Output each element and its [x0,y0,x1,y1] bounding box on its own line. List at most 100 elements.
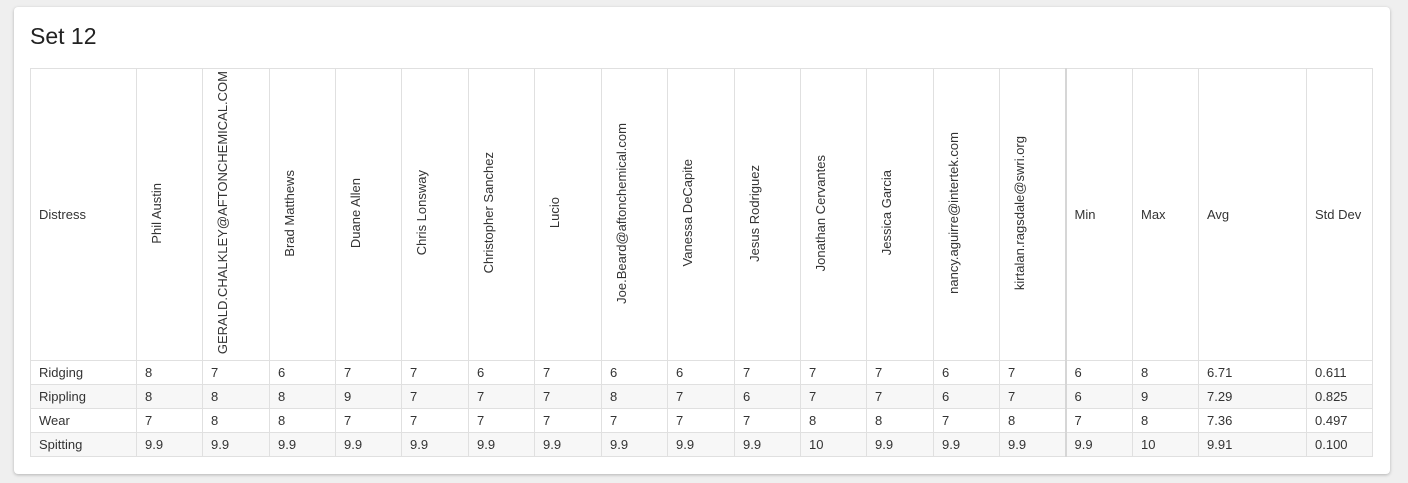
column-header: Christopher Sanchez [468,68,535,361]
cell: 7 [999,384,1066,409]
header-text: Vanessa DeCapite [680,159,695,267]
cell: 7 [136,408,203,433]
cell: 9.9 [1064,432,1133,457]
cell: 6 [468,360,535,385]
cell: 9 [1132,384,1199,409]
column-header: Lucio [534,68,602,361]
cell: 7 [734,360,801,385]
cell: 8 [866,408,934,433]
table-row: Ridging 8 7 6 7 7 6 7 6 6 7 7 7 6 7 6 8 6.71 0.611 [30,360,1373,385]
header-text: Jesus Rodriguez [747,164,762,262]
cell: 7 [667,408,735,433]
column-header: Joe.Beard@aftonchemical.com [601,68,668,361]
row-label: Spitting [30,432,137,457]
cell: 8 [269,408,336,433]
cell: 0.100 [1306,432,1373,457]
cell: 8 [1132,360,1199,385]
cell: 7 [601,408,668,433]
cell: 9.9 [269,432,336,457]
column-header: GERALD.CHALKLEY@AFTONCHEMICAL.COM [202,68,270,361]
cell: 7 [734,408,801,433]
header-text: Lucio [547,197,562,229]
column-header: Brad Matthews [269,68,336,361]
cell: 6 [933,360,1000,385]
table-row: Spitting 9.9 9.9 9.9 9.9 9.9 9.9 9.9 9.9 9.9 9.9 10… [30,432,1373,457]
column-header: Duane Allen [335,68,402,361]
cell: 6 [933,384,1000,409]
row-label: Rippling [30,384,137,409]
cell: 9.9 [202,432,270,457]
cell: 8 [136,360,203,385]
cell: 7 [202,360,270,385]
card: Set 12 Distress Phil Austin GERALD.CHALKLE… [14,7,1390,474]
cell: 9.9 [933,432,1000,457]
cell: 6 [734,384,801,409]
column-header: Chris Lonsway [401,68,469,361]
header-text: Christopher Sanchez [481,152,496,274]
cell: 9.9 [734,432,801,457]
cell: 6 [601,360,668,385]
column-header: Distress [30,68,137,361]
header-row: Distress Phil Austin GERALD.CHALKLEY@AFTON… [30,68,1373,361]
cell: 8 [269,384,336,409]
cell: 7 [468,408,535,433]
cell: 6.71 [1198,360,1307,385]
cell: 7 [534,408,602,433]
cell: 7 [800,360,867,385]
cell: 9.9 [468,432,535,457]
table-row: Rippling 8 8 8 9 7 7 7 8 7 6 7 7 6 7 6 9 7.29 0.825 [30,384,1373,409]
row-label: Ridging [30,360,137,385]
cell: 8 [202,384,270,409]
cell: 7 [335,360,402,385]
cell: 9.9 [667,432,735,457]
data-table: Distress Phil Austin GERALD.CHALKLEY@AFTON… [30,68,1373,457]
cell: 6 [269,360,336,385]
cell: 6 [667,360,735,385]
cell: 7 [401,384,469,409]
cell: 9.9 [401,432,469,457]
header-text: Jessica Garcia [879,170,894,256]
header-text: Phil Austin [149,182,164,244]
column-header: Jesus Rodriguez [734,68,801,361]
header-text: Joe.Beard@aftonchemical.com [614,122,629,304]
header-text: Jonathan Cervantes [813,154,828,272]
cell: 10 [800,432,867,457]
cell: 7 [468,384,535,409]
cell: 7 [534,384,602,409]
column-header: kirtalan.ragsdale@swri.org [999,68,1066,361]
column-header: Vanessa DeCapite [667,68,735,361]
cell: 7 [866,360,934,385]
cell: 7 [401,408,469,433]
cell: 7 [999,360,1066,385]
cell: 9.9 [335,432,402,457]
cell: 7 [667,384,735,409]
cell: 8 [202,408,270,433]
cell: 8 [999,408,1066,433]
cell: 0.497 [1306,408,1373,433]
cell: 9.9 [534,432,602,457]
cell: 8 [1132,408,1199,433]
cell: 7 [866,384,934,409]
cell: 8 [800,408,867,433]
cell: 7 [1064,408,1133,433]
cell: 9.91 [1198,432,1307,457]
cell: 7 [534,360,602,385]
column-header: Jessica Garcia [866,68,934,361]
cell: 9.9 [866,432,934,457]
cell: 9.9 [999,432,1066,457]
header-text: kirtalan.ragsdale@swri.org [1012,135,1027,291]
card-title: Set 12 [30,23,97,49]
table-row: Wear 7 8 8 7 7 7 7 7 7 7 8 8 7 8 7 8 7.36 0.497 [30,408,1373,433]
cell: 8 [136,384,203,409]
header-text: Duane Allen [348,177,363,249]
cell: 9.9 [601,432,668,457]
cell: 0.825 [1306,384,1373,409]
cell: 7 [401,360,469,385]
column-header: Avg [1198,68,1307,361]
row-label: Wear [30,408,137,433]
cell: 6 [1064,360,1133,385]
table-body: Ridging 8 7 6 7 7 6 7 6 6 7 7 7 6 7 6 8 6.71 0.611 Rippling… [30,360,1373,457]
cell: 8 [601,384,668,409]
column-header: Phil Austin [136,68,203,361]
cell: 7 [933,408,1000,433]
